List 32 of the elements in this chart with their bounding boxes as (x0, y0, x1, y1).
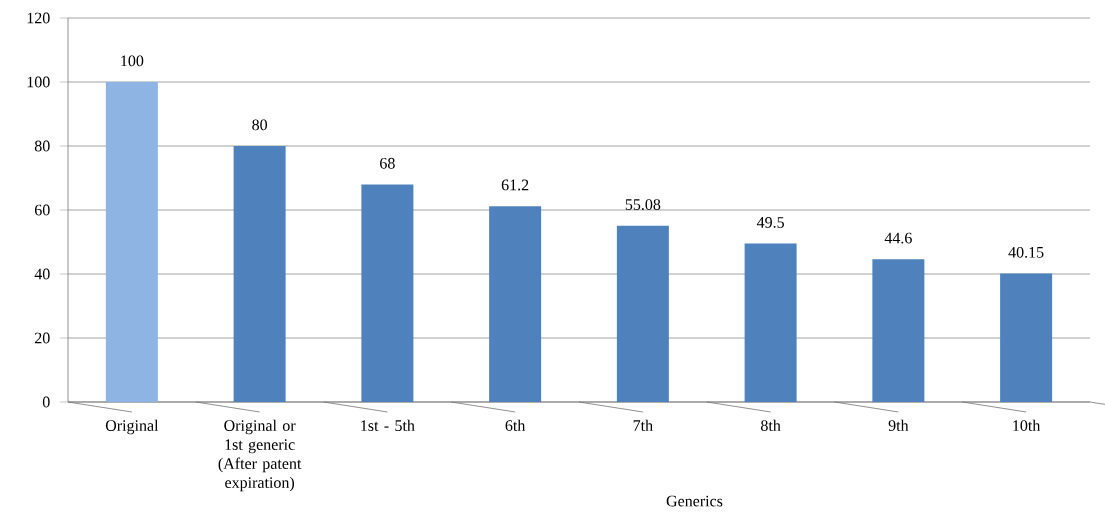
x-tick-label: Original or 1st generic (After patent expiration) (218, 419, 302, 492)
data-label: 68 (380, 157, 395, 169)
y-tick-label: 20 (34, 332, 50, 344)
data-label: 61.2 (501, 179, 529, 191)
x-tick-label: Original (105, 419, 159, 435)
x-axis-title: Generics (666, 495, 723, 507)
x-tick-label: 8th (760, 419, 781, 431)
data-label: 44.6 (884, 232, 912, 244)
x-tick-label: 6th (505, 419, 526, 431)
bar (872, 259, 925, 402)
bar (361, 184, 414, 402)
data-label: 40.15 (1008, 246, 1044, 258)
data-label: 100 (121, 55, 144, 67)
bar (233, 145, 286, 402)
bar (616, 225, 669, 402)
bar (744, 243, 797, 402)
bar (105, 82, 158, 402)
y-tick-label: 100 (27, 76, 50, 88)
x-tick-label: 10th (1013, 419, 1041, 431)
y-tick-label: 40 (34, 268, 50, 280)
x-tick-label: 9th (888, 419, 909, 431)
x-tick-label: 7th (633, 419, 653, 431)
y-tick-label: 0 (42, 396, 50, 408)
y-tick-label: 80 (34, 140, 50, 152)
data-label: 80 (252, 119, 268, 131)
data-label: 55.08 (625, 199, 661, 210)
data-label: 49.5 (756, 217, 784, 228)
x-tick-label: 1st - 5th (361, 419, 415, 431)
y-tick-label: 120 (27, 12, 50, 24)
y-tick-label: 60 (34, 204, 50, 216)
bar (1000, 273, 1053, 402)
bar (489, 206, 542, 402)
